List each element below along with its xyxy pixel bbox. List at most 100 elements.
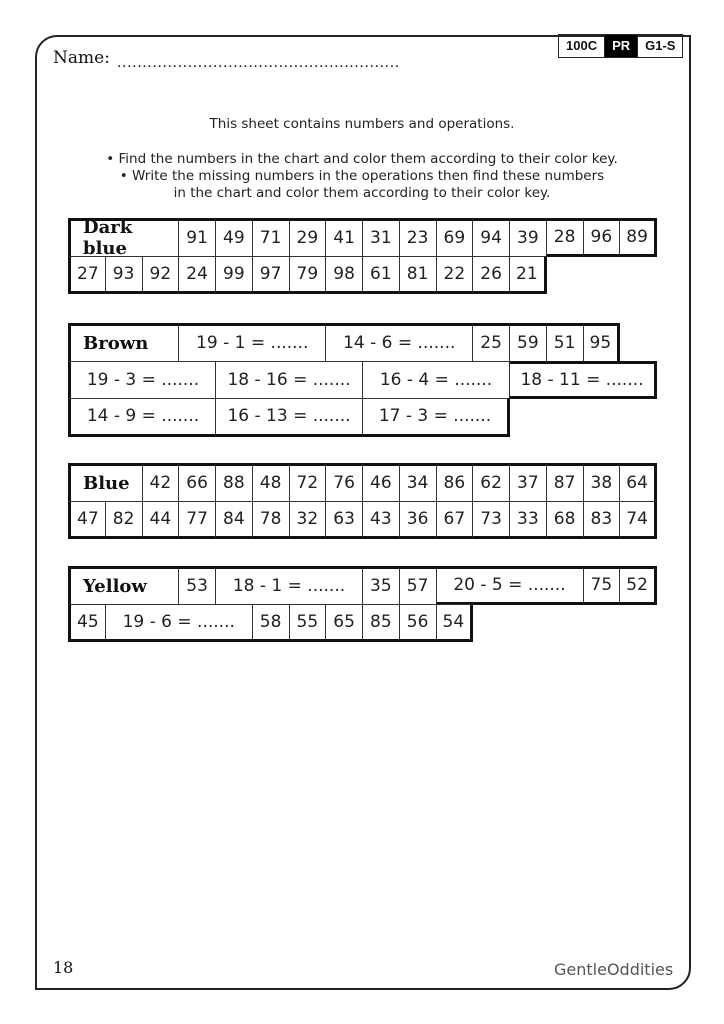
instruction-3: in the chart and color them according to…: [173, 185, 551, 201]
number-cell[interactable]: 47: [68, 500, 106, 539]
number-cell[interactable]: 64: [619, 463, 657, 502]
number-cell[interactable]: 87: [545, 463, 584, 502]
color-key-label: Brown: [68, 323, 180, 362]
number-cell[interactable]: 93: [104, 255, 143, 294]
instruction-1: • Find the numbers in the chart and colo…: [106, 151, 618, 167]
number-cell[interactable]: 39: [509, 218, 547, 257]
number-cell[interactable]: 34: [398, 463, 437, 502]
number-cell[interactable]: 61: [362, 255, 400, 294]
instruction-intro: This sheet contains numbers and operatio…: [209, 116, 515, 132]
number-cell[interactable]: 74: [619, 500, 657, 539]
number-cell[interactable]: 49: [215, 218, 253, 257]
number-cell[interactable]: 83: [582, 500, 621, 539]
name-field[interactable]: ........................................…: [117, 55, 400, 71]
number-cell[interactable]: 38: [582, 463, 621, 502]
number-cell[interactable]: 99: [215, 255, 253, 294]
operation-cell[interactable]: 20 - 5 = .......: [435, 566, 584, 605]
number-cell[interactable]: 23: [398, 218, 437, 257]
number-cell[interactable]: 88: [215, 463, 253, 502]
number-cell[interactable]: 68: [545, 500, 584, 539]
number-cell[interactable]: 51: [545, 323, 584, 362]
number-cell[interactable]: 37: [509, 463, 547, 502]
number-cell[interactable]: 63: [325, 500, 363, 539]
operation-cell[interactable]: 18 - 1 = .......: [215, 566, 363, 605]
code-grade: G1-S: [637, 35, 682, 57]
number-cell[interactable]: 59: [509, 323, 547, 362]
number-cell[interactable]: 58: [251, 603, 290, 642]
number-cell[interactable]: 41: [325, 218, 363, 257]
number-cell[interactable]: 95: [582, 323, 621, 362]
number-cell[interactable]: 77: [178, 500, 216, 539]
number-cell[interactable]: 96: [582, 218, 621, 257]
number-cell[interactable]: 79: [288, 255, 327, 294]
number-cell[interactable]: 94: [472, 218, 510, 257]
number-cell[interactable]: 67: [435, 500, 474, 539]
number-cell[interactable]: 42: [141, 463, 180, 502]
number-cell[interactable]: 85: [362, 603, 400, 642]
number-cell[interactable]: 21: [509, 255, 547, 294]
number-cell[interactable]: 86: [435, 463, 474, 502]
number-cell[interactable]: 82: [104, 500, 143, 539]
operation-cell[interactable]: 14 - 6 = .......: [325, 323, 474, 362]
number-cell[interactable]: 65: [325, 603, 363, 642]
number-cell[interactable]: 31: [362, 218, 400, 257]
number-cell[interactable]: 53: [178, 566, 216, 605]
number-cell[interactable]: 24: [178, 255, 216, 294]
number-cell[interactable]: 46: [362, 463, 400, 502]
operation-cell[interactable]: 18 - 16 = .......: [215, 360, 363, 399]
number-cell[interactable]: 84: [215, 500, 253, 539]
page-number: 18: [53, 958, 74, 977]
page-frame: [35, 35, 691, 990]
number-cell[interactable]: 78: [251, 500, 290, 539]
number-cell[interactable]: 32: [288, 500, 327, 539]
name-label: Name:: [53, 48, 110, 68]
number-cell[interactable]: 25: [472, 323, 510, 362]
number-cell[interactable]: 54: [435, 603, 474, 642]
number-cell[interactable]: 73: [472, 500, 510, 539]
number-cell[interactable]: 44: [141, 500, 180, 539]
number-cell[interactable]: 45: [68, 603, 106, 642]
number-cell[interactable]: 89: [619, 218, 657, 257]
number-cell[interactable]: 66: [178, 463, 216, 502]
sheet-codes: 100C PR G1-S: [558, 34, 684, 58]
number-cell[interactable]: 35: [362, 566, 400, 605]
number-cell[interactable]: 98: [325, 255, 363, 294]
number-cell[interactable]: 81: [398, 255, 437, 294]
number-cell[interactable]: 26: [472, 255, 510, 294]
brand-logo: GentleOddities: [554, 960, 674, 979]
number-cell[interactable]: 91: [178, 218, 216, 257]
number-cell[interactable]: 48: [251, 463, 290, 502]
number-cell[interactable]: 33: [509, 500, 547, 539]
number-cell[interactable]: 69: [435, 218, 474, 257]
color-key-label: Dark blue: [68, 217, 180, 259]
operation-cell[interactable]: 19 - 6 = .......: [104, 603, 253, 642]
operation-cell[interactable]: 17 - 3 = .......: [362, 398, 510, 437]
number-cell[interactable]: 43: [362, 500, 400, 539]
operation-cell[interactable]: 14 - 9 = .......: [68, 398, 216, 437]
operation-cell[interactable]: 16 - 4 = .......: [362, 360, 510, 399]
number-cell[interactable]: 75: [582, 566, 621, 605]
number-cell[interactable]: 28: [545, 218, 584, 257]
number-cell[interactable]: 92: [141, 255, 180, 294]
operation-cell[interactable]: 18 - 11 = .......: [509, 360, 657, 399]
operation-cell[interactable]: 16 - 13 = .......: [215, 398, 363, 437]
operation-cell[interactable]: 19 - 1 = .......: [178, 323, 327, 362]
instruction-2: • Write the missing numbers in the opera…: [119, 168, 605, 184]
number-cell[interactable]: 27: [68, 255, 106, 294]
number-cell[interactable]: 22: [435, 255, 474, 294]
number-cell[interactable]: 62: [472, 463, 510, 502]
number-cell[interactable]: 52: [619, 566, 657, 605]
number-cell[interactable]: 57: [398, 566, 437, 605]
number-cell[interactable]: 97: [251, 255, 290, 294]
code-level: 100C: [566, 38, 598, 53]
operation-cell[interactable]: 19 - 3 = .......: [68, 360, 216, 399]
number-cell[interactable]: 76: [325, 463, 363, 502]
number-cell[interactable]: 71: [251, 218, 290, 257]
number-cell[interactable]: 29: [288, 218, 327, 257]
color-key-label: Blue: [68, 463, 143, 502]
number-cell[interactable]: 55: [288, 603, 327, 642]
number-cell[interactable]: 36: [398, 500, 437, 539]
code-type: PR: [604, 35, 638, 57]
number-cell[interactable]: 72: [288, 463, 327, 502]
number-cell[interactable]: 56: [398, 603, 437, 642]
